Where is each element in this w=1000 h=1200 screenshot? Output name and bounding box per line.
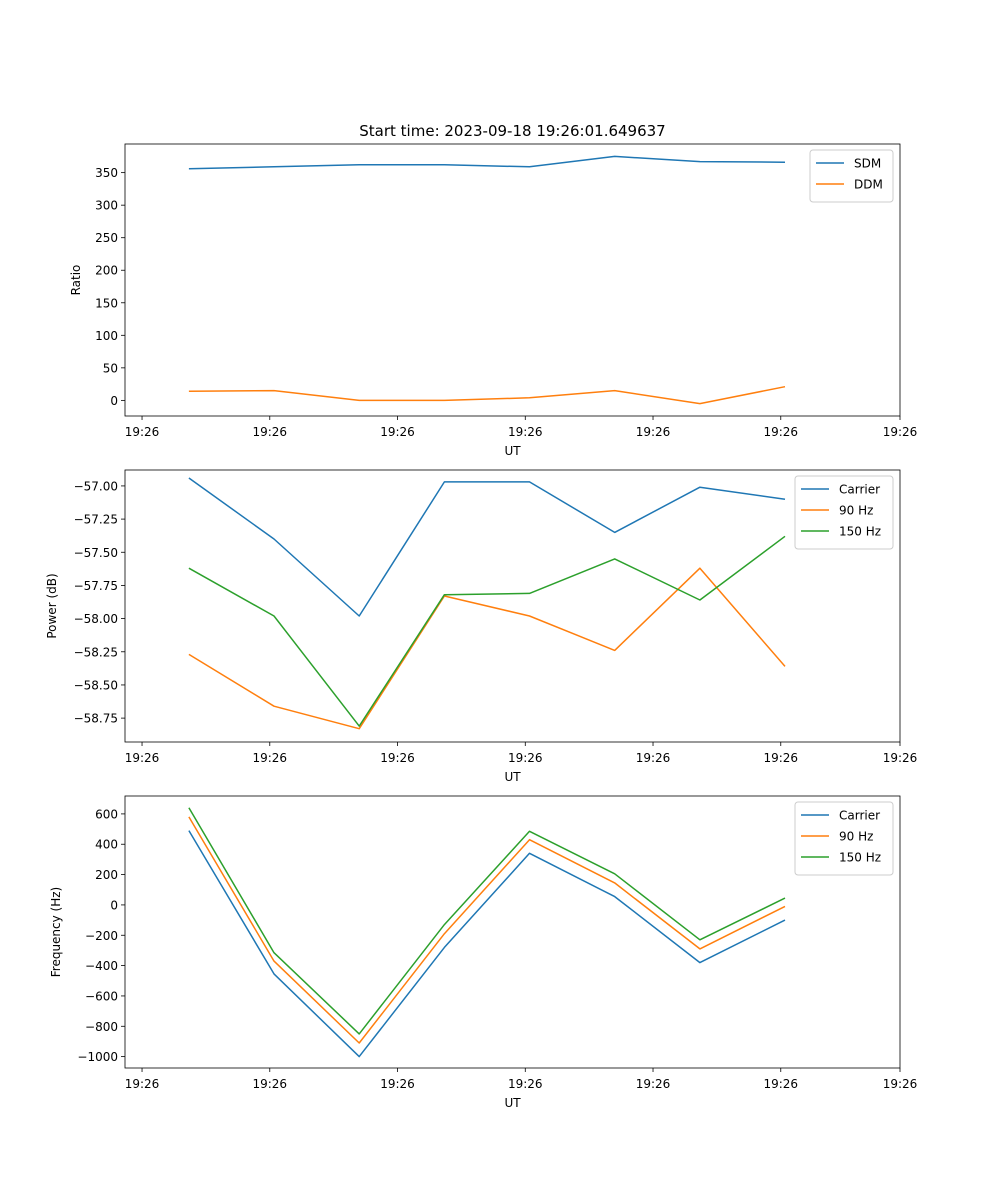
frequency-panel: 19:26 19:26 19:26 19:26 19:26 19:26 19:26 UT 600…: [49, 795, 918, 1110]
x-tick-label: 19:26: [508, 751, 543, 765]
x-tick-label: 19:26: [883, 1077, 918, 1091]
y-tick-label: −57.25: [74, 513, 118, 527]
y-tick-label: −800: [85, 1020, 118, 1034]
x-tick-label: 19:26: [763, 425, 798, 439]
y-tick-label: 200: [95, 868, 118, 882]
y-tick-label: −58.50: [74, 678, 118, 692]
ratio-panel: 19:26 19:26 19:26 19:26 19:26 19:26 19:26 UT 0 50…: [69, 143, 918, 458]
y-tick-label: 400: [95, 838, 118, 852]
y-tick-label: −58.00: [74, 612, 118, 626]
x-axis-label: UT: [504, 1096, 521, 1110]
legend-entry: Carrier: [839, 809, 880, 823]
y-tick-label: −400: [85, 959, 118, 973]
y-tick-label: 600: [95, 807, 118, 821]
x-tick-label: 19:26: [252, 1077, 287, 1091]
y-tick-label: −58.75: [74, 712, 118, 726]
y-tick-label: 200: [95, 264, 118, 278]
x-tick-label: 19:26: [636, 425, 671, 439]
legend-entry: DDM: [854, 178, 883, 192]
x-tick-label: 19:26: [883, 751, 918, 765]
legend-entry: Carrier: [839, 483, 880, 497]
y-tick-label: −57.75: [74, 579, 118, 593]
y-tick-label: 350: [95, 166, 118, 180]
x-tick-label: 19:26: [125, 1077, 160, 1091]
series-line-sdm: [188, 155, 786, 170]
legend-entry: 90 Hz: [839, 830, 873, 844]
x-tick-label: 19:26: [252, 425, 287, 439]
y-tick-label: 250: [95, 231, 118, 245]
y-tick-label: 50: [103, 361, 118, 375]
y-tick-label: −600: [85, 989, 118, 1003]
power-panel: 19:26 19:26 19:26 19:26 19:26 19:26 19:26 UT −57…: [45, 469, 918, 784]
legend-entry: 150 Hz: [839, 525, 881, 539]
legend: Carrier 90 Hz 150 Hz: [794, 475, 894, 550]
y-tick-label: 0: [110, 394, 118, 408]
y-axis-label: Power (dB): [45, 573, 59, 638]
legend: Carrier 90 Hz 150 Hz: [794, 801, 894, 876]
x-tick-label: 19:26: [125, 751, 160, 765]
x-axis-label: UT: [504, 770, 521, 784]
legend-entry: SDM: [854, 157, 881, 171]
y-tick-label: 300: [95, 199, 118, 213]
x-tick-label: 19:26: [883, 425, 918, 439]
series-line-150-hz: [188, 535, 786, 727]
x-tick-label: 19:26: [763, 1077, 798, 1091]
x-tick-label: 19:26: [252, 751, 287, 765]
legend: SDM DDM: [809, 149, 894, 203]
y-tick-label: −57.00: [74, 479, 118, 493]
axes-frame: [124, 143, 901, 417]
series-line-ddm: [188, 385, 786, 405]
x-tick-label: 19:26: [508, 1077, 543, 1091]
x-axis-label: UT: [504, 444, 521, 458]
series-line-90-hz: [188, 567, 786, 730]
x-tick-label: 19:26: [125, 425, 160, 439]
x-tick-label: 19:26: [380, 1077, 415, 1091]
axes-frame: [124, 469, 901, 743]
series-line-150-hz: [188, 807, 786, 1035]
x-tick-label: 19:26: [763, 751, 798, 765]
y-tick-label: 150: [95, 296, 118, 310]
series-line-90-hz: [188, 816, 786, 1044]
legend-entry: 150 Hz: [839, 851, 881, 865]
figure-title: Start time: 2023-09-18 19:26:01.649637: [359, 122, 665, 140]
y-tick-label: −57.50: [74, 546, 118, 560]
y-tick-label: 100: [95, 329, 118, 343]
y-tick-label: −200: [85, 929, 118, 943]
series-line-carrier: [188, 477, 786, 617]
legend-entry: 90 Hz: [839, 504, 873, 518]
y-axis-label: Ratio: [69, 265, 83, 296]
axes-frame: [124, 795, 901, 1069]
x-tick-label: 19:26: [508, 425, 543, 439]
y-axis-label: Frequency (Hz): [49, 887, 63, 978]
y-tick-label: −58.25: [74, 645, 118, 659]
y-tick-label: −1000: [77, 1050, 118, 1064]
x-tick-label: 19:26: [636, 1077, 671, 1091]
x-tick-label: 19:26: [380, 751, 415, 765]
series-line-carrier: [188, 830, 786, 1058]
y-tick-label: 0: [110, 898, 118, 912]
x-tick-label: 19:26: [636, 751, 671, 765]
x-tick-label: 19:26: [380, 425, 415, 439]
